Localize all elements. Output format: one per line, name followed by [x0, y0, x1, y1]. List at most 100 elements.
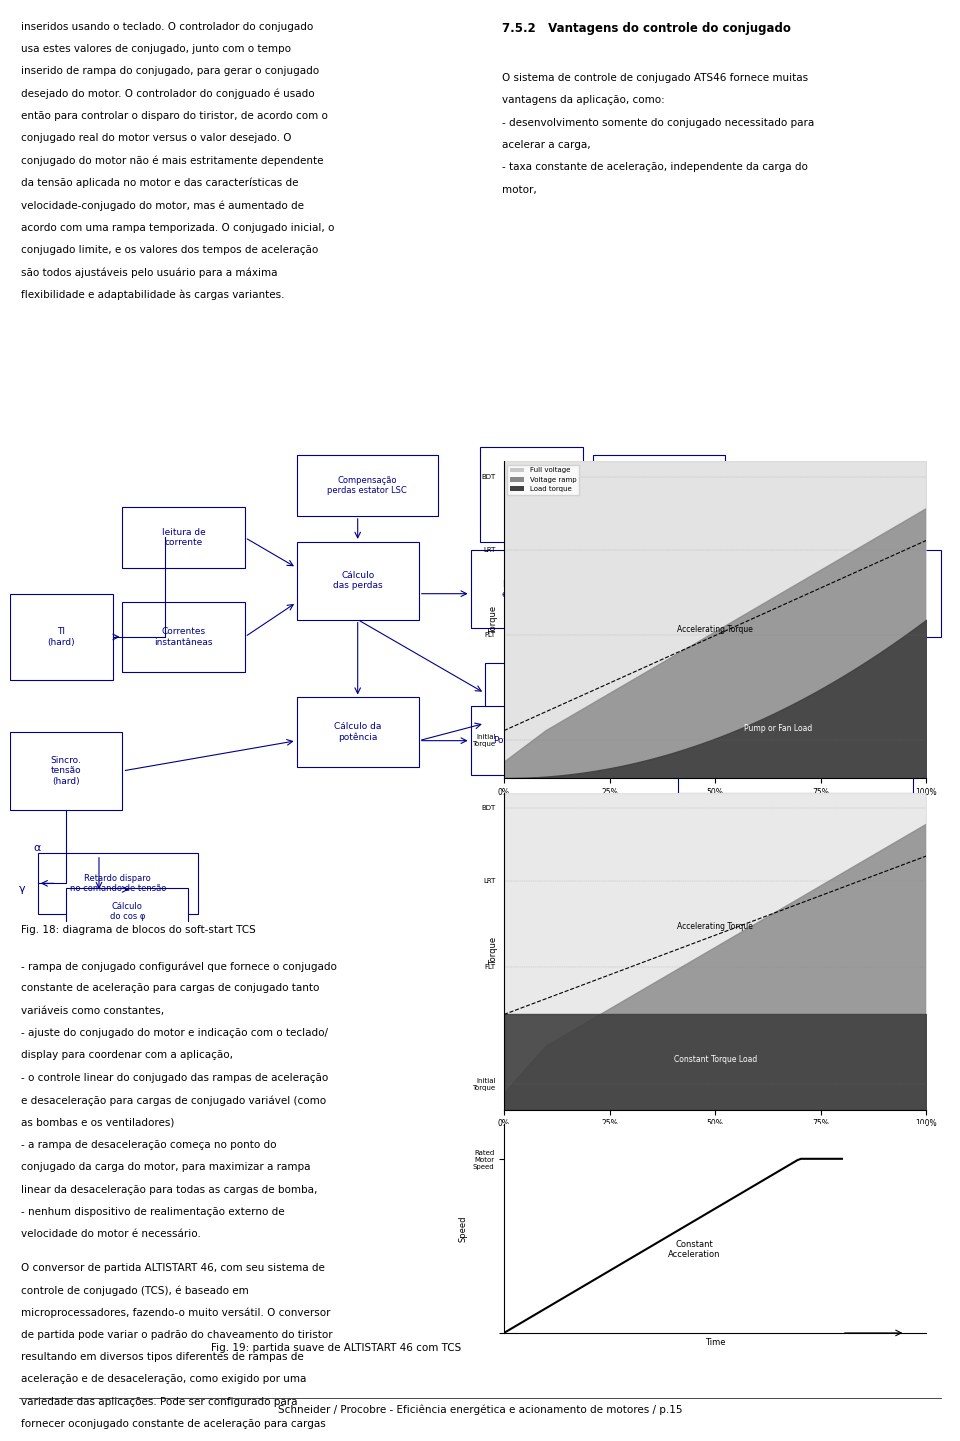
Text: Pump or Fan Load: Pump or Fan Load [744, 723, 813, 732]
Text: Accelerating Torque: Accelerating Torque [677, 625, 754, 634]
FancyBboxPatch shape [37, 853, 198, 914]
FancyBboxPatch shape [584, 659, 706, 719]
X-axis label: Speed: Speed [702, 1134, 729, 1143]
FancyBboxPatch shape [297, 697, 419, 767]
Text: são todos ajustáveis pelo usuário para a máxima: são todos ajustáveis pelo usuário para a… [21, 268, 277, 278]
Text: vantagens da aplicação, como:: vantagens da aplicação, como: [502, 95, 665, 105]
Text: FLT: FLT [485, 964, 495, 970]
Text: BDT: BDT [481, 806, 495, 811]
Text: variáveis como constantes,: variáveis como constantes, [21, 1006, 164, 1016]
Text: - a rampa de desaceleração começa no ponto do: - a rampa de desaceleração começa no pon… [21, 1140, 276, 1150]
Text: Perdas
estator: Perdas estator [501, 579, 534, 599]
Text: velocidade-conjugado do motor, mas é aumentado de: velocidade-conjugado do motor, mas é aum… [21, 200, 304, 210]
FancyBboxPatch shape [480, 447, 584, 542]
Text: Compensação
perdas estator LSC: Compensação perdas estator LSC [327, 476, 407, 496]
Text: LRT: LRT [483, 548, 495, 553]
Text: Cálculo
das perdas: Cálculo das perdas [333, 571, 382, 591]
Text: inseridos usando o teclado. O controlador do conjugado: inseridos usando o teclado. O controlado… [21, 22, 313, 32]
Text: acelerar a carga,: acelerar a carga, [502, 140, 590, 150]
Text: Fig. 18: diagrama de blocos do soft-start TCS: Fig. 18: diagrama de blocos do soft-star… [21, 925, 256, 935]
FancyBboxPatch shape [66, 888, 188, 935]
Text: Constant Torque Load: Constant Torque Load [674, 1055, 756, 1063]
Text: O conversor de partida ALTISTART 46, com seu sistema de: O conversor de partida ALTISTART 46, com… [21, 1262, 325, 1272]
Text: acordo com uma rampa temporizada. O conjugado inicial, o: acordo com uma rampa temporizada. O conj… [21, 223, 334, 232]
Text: Constant
Acceleration: Constant Acceleration [668, 1239, 720, 1259]
Text: então para controlar o disparo do tiristor, de acordo com o: então para controlar o disparo do tirist… [21, 111, 328, 121]
Text: Potência: Potência [493, 736, 532, 745]
Y-axis label: Speed: Speed [458, 1215, 468, 1242]
Text: Cálculo
conjugado: Cálculo conjugado [517, 692, 564, 712]
FancyBboxPatch shape [828, 550, 941, 637]
Text: velocidade do motor é necessário.: velocidade do motor é necessário. [21, 1229, 201, 1239]
FancyBboxPatch shape [485, 663, 597, 741]
FancyBboxPatch shape [297, 455, 438, 516]
Text: de partida pode variar o padrão do chaveamento do tiristor: de partida pode variar o padrão do chave… [21, 1330, 333, 1340]
Text: da tensão aplicada no motor e das características de: da tensão aplicada no motor e das caract… [21, 179, 299, 189]
Text: conjugado real do motor versus o valor desejado. O: conjugado real do motor versus o valor d… [21, 134, 292, 143]
Text: Schneider / Procobre - Eficiência energética e acionamento de motores / p.15: Schneider / Procobre - Eficiência energé… [277, 1405, 683, 1415]
Y-axis label: Torque: Torque [490, 937, 498, 965]
Text: conjugado limite, e os valores dos tempos de aceleração: conjugado limite, e os valores dos tempo… [21, 245, 319, 255]
Text: e desaceleração para cargas de conjugado variável (como: e desaceleração para cargas de conjugado… [21, 1095, 326, 1105]
Text: conjugado da carga do motor, para maximizar a rampa: conjugado da carga do motor, para maximi… [21, 1163, 311, 1172]
Text: constante de aceleração para cargas de conjugado tanto: constante de aceleração para cargas de c… [21, 984, 320, 993]
X-axis label: Speed: Speed [702, 803, 729, 811]
Text: γ: γ [19, 883, 26, 893]
FancyBboxPatch shape [10, 594, 113, 680]
Text: variedade das aplicações. Pode ser configurado para: variedade das aplicações. Pode ser confi… [21, 1396, 298, 1406]
Text: Comando
em
conjugado: Comando em conjugado [720, 614, 767, 643]
Text: inserido de rampa do conjugado, para gerar o conjugado: inserido de rampa do conjugado, para ger… [21, 66, 320, 76]
FancyBboxPatch shape [584, 533, 743, 585]
Text: TI
(hard): TI (hard) [48, 627, 75, 647]
Legend: Full voltage, Voltage ramp, Load torque: Full voltage, Voltage ramp, Load torque [508, 464, 579, 496]
Text: - o controle linear do conjugado das rampas de aceleração: - o controle linear do conjugado das ram… [21, 1072, 328, 1082]
Text: Accelerating Torque: Accelerating Torque [677, 922, 754, 931]
Text: disparo
tiristor
(hard): disparo tiristor (hard) [868, 579, 901, 608]
FancyBboxPatch shape [10, 732, 123, 810]
Text: Conjugado
LTR: Conjugado LTR [620, 679, 669, 699]
Text: - nenhum dispositivo de realimentação externo de: - nenhum dispositivo de realimentação ex… [21, 1208, 285, 1216]
Text: - taxa constante de aceleração, independente da carga do: - taxa constante de aceleração, independ… [502, 163, 808, 173]
Text: 7.5.2   Vantagens do controle do conjugado: 7.5.2 Vantagens do controle do conjugado [502, 22, 791, 35]
Text: Sincro.
tensão
(hard): Sincro. tensão (hard) [51, 757, 82, 785]
Text: fornecer oconjugado constante de aceleração para cargas: fornecer oconjugado constante de acelera… [21, 1419, 325, 1429]
Text: motor,: motor, [502, 184, 537, 195]
FancyBboxPatch shape [297, 542, 419, 620]
Text: (Rampa  de conjugado): (Rampa de conjugado) [614, 555, 712, 563]
Text: α: α [33, 843, 40, 853]
Text: FLT: FLT [485, 633, 495, 638]
FancyBboxPatch shape [678, 576, 809, 680]
Text: resultando em diversos tipos diferentes de rampas de: resultando em diversos tipos diferentes … [21, 1352, 304, 1362]
FancyBboxPatch shape [470, 550, 564, 628]
FancyBboxPatch shape [123, 602, 245, 672]
FancyBboxPatch shape [678, 732, 913, 793]
Text: leitura de
corrente: leitura de corrente [162, 527, 205, 548]
Text: as bombas e os ventiladores): as bombas e os ventiladores) [21, 1118, 175, 1127]
X-axis label: Time: Time [705, 1339, 726, 1347]
Text: display para coordenar com a aplicação,: display para coordenar com a aplicação, [21, 1050, 233, 1061]
Text: flexibilidade e adaptabilidade às cargas variantes.: flexibilidade e adaptabilidade às cargas… [21, 290, 284, 300]
Y-axis label: Torque: Torque [490, 605, 498, 634]
Text: Correntes
instantâneas: Correntes instantâneas [155, 627, 213, 647]
FancyBboxPatch shape [470, 706, 555, 775]
Text: Initial
Torque: Initial Torque [472, 1078, 495, 1091]
Text: - ajuste do conjugado do motor e indicação com o teclado/: - ajuste do conjugado do motor e indicaç… [21, 1029, 328, 1038]
Text: LRT: LRT [483, 879, 495, 885]
Text: conjugado do motor não é mais estritamente dependente: conjugado do motor não é mais estritamen… [21, 156, 324, 166]
Text: Retardo do
disparo no comando corrente: Retardo do disparo no comando corrente [733, 752, 857, 772]
Text: Retardo disparo
no comando de tensão: Retardo disparo no comando de tensão [70, 873, 166, 893]
FancyBboxPatch shape [123, 507, 245, 568]
Text: Cálculo
do cos φ: Cálculo do cos φ [109, 902, 145, 921]
Text: Initial
Torque: Initial Torque [472, 733, 495, 746]
Text: - rampa de conjugado configurável que fornece o conjugado: - rampa de conjugado configurável que fo… [21, 961, 337, 971]
Text: Fig. 19: partida suave de ALTISTART 46 com TCS: Fig. 19: partida suave de ALTISTART 46 c… [211, 1343, 461, 1353]
Text: BDT: BDT [481, 474, 495, 480]
Text: desejado do motor. O controlador do conjguado é usado: desejado do motor. O controlador do conj… [21, 89, 315, 99]
Text: controle de conjugado (TCS), é baseado em: controle de conjugado (TCS), é baseado e… [21, 1285, 249, 1295]
Text: Cálculo da
potência: Cálculo da potência [334, 722, 381, 742]
Text: linear da desaceleração para todas as cargas de bomba,: linear da desaceleração para todas as ca… [21, 1185, 318, 1195]
Text: - desenvolvimento somente do conjugado necessitado para: - desenvolvimento somente do conjugado n… [502, 118, 814, 128]
Polygon shape [504, 509, 926, 778]
Text: microprocessadores, fazendo-o muito versátil. O conversor: microprocessadores, fazendo-o muito vers… [21, 1307, 330, 1319]
Text: aceleração e de desaceleração, como exigido por uma: aceleração e de desaceleração, como exig… [21, 1375, 306, 1385]
